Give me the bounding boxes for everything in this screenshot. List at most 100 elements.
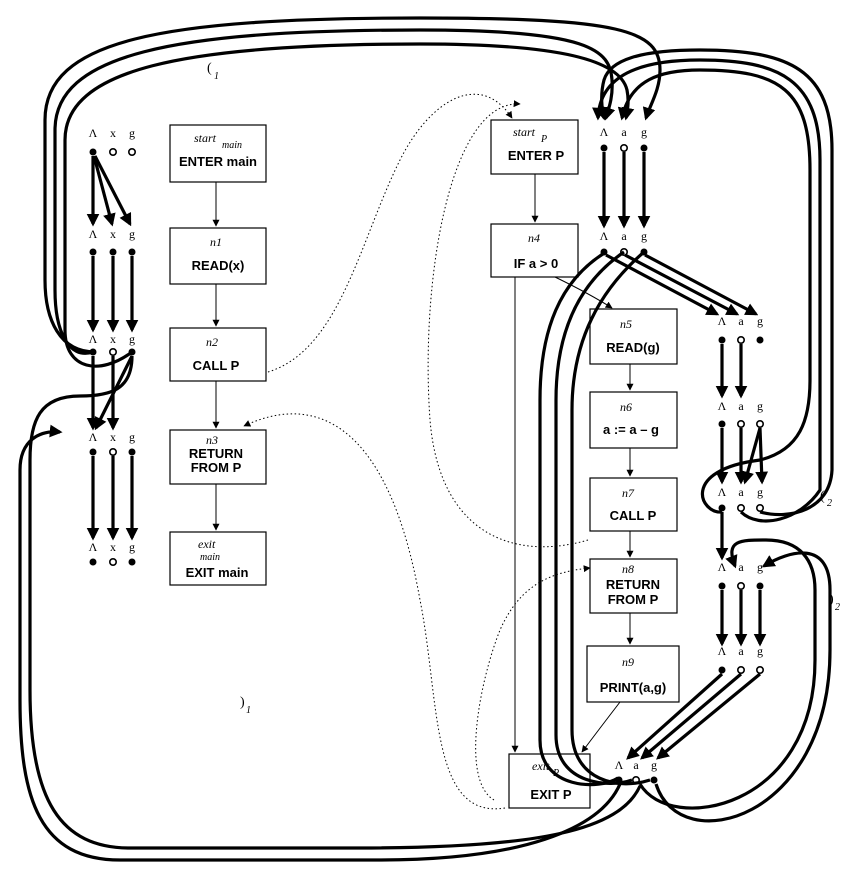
- node-n6: n6 a := a – g: [589, 391, 678, 449]
- g-label: g: [129, 126, 135, 140]
- g-label: g: [757, 644, 763, 658]
- node-start-p: start P ENTER P: [490, 119, 579, 175]
- x-label: x: [110, 540, 116, 554]
- start-p-sub: P: [540, 134, 547, 145]
- n6-label: a := a – g: [603, 422, 659, 437]
- lambda-label: Λ: [89, 540, 98, 554]
- node-start-main: start main ENTER main: [169, 124, 267, 183]
- n1-label: READ(x): [192, 258, 245, 273]
- lambda-label: Λ: [600, 229, 609, 243]
- node-exit-main: exit main EXIT main: [169, 531, 267, 586]
- node-n4: n4 IF a > 0: [490, 223, 579, 278]
- open-paren-2: (: [820, 489, 825, 504]
- start-main-sub: main: [222, 140, 242, 151]
- start-p-label: ENTER P: [508, 148, 565, 163]
- a-label: a: [738, 560, 744, 574]
- fact-row-n6: Λ a g: [718, 399, 764, 428]
- fact-row-exit-p: Λ a g: [615, 758, 658, 784]
- start-main-id: start: [194, 131, 217, 145]
- node-n1: n1 READ(x): [169, 227, 267, 285]
- g-label: g: [129, 332, 135, 346]
- fact-row-n7: Λ a g: [718, 485, 764, 512]
- n2-label: CALL P: [193, 358, 240, 373]
- return-edge-exit-p-n8: [475, 565, 591, 801]
- a-label: a: [621, 229, 627, 243]
- close-paren-2-sub: 2: [835, 602, 840, 613]
- g-label: g: [757, 399, 763, 413]
- node-n3: n3 RETURN FROM P: [169, 429, 267, 485]
- fact-row-n3: Λ x g: [89, 430, 136, 456]
- n6-id: n6: [620, 400, 632, 414]
- open-paren-1-sub: 1: [214, 71, 219, 82]
- fact-row-n1: Λ x g: [89, 227, 136, 256]
- g-label: g: [129, 430, 135, 444]
- lambda-label: Λ: [89, 227, 98, 241]
- n2-id: n2: [206, 335, 218, 349]
- lambda-label: Λ: [718, 314, 727, 328]
- a-label: a: [621, 125, 627, 139]
- exit-main-id: exit: [198, 537, 216, 551]
- p-fact-rows: Λ a g Λ a g Λ a g Λ a g Λ a g: [600, 125, 764, 784]
- close-paren-1-sub: 1: [246, 705, 251, 716]
- lambda-label: Λ: [718, 560, 727, 574]
- x-label: x: [110, 332, 116, 346]
- n3-label-line1: RETURN: [189, 446, 243, 461]
- lambda-label: Λ: [718, 399, 727, 413]
- n7-id: n7: [622, 486, 635, 500]
- a-label: a: [738, 314, 744, 328]
- g-label: g: [129, 227, 135, 241]
- close-paren-1: ): [240, 695, 245, 710]
- g-label: g: [641, 229, 647, 243]
- node-n9: n9 PRINT(a,g): [586, 645, 680, 703]
- interprocedural-edges: [243, 93, 591, 810]
- n1-id: n1: [210, 235, 222, 249]
- lambda-label: Λ: [89, 430, 98, 444]
- lambda-label: Λ: [600, 125, 609, 139]
- n4-id: n4: [528, 231, 540, 245]
- fact-row-start-main: Λ x g: [89, 126, 137, 157]
- open-paren-2-sub: 2: [827, 498, 832, 509]
- exit-p-label: EXIT P: [530, 787, 572, 802]
- p-control-flow: [511, 174, 634, 753]
- n7-label: CALL P: [610, 508, 657, 523]
- n9-id: n9: [622, 655, 634, 669]
- g-label: g: [651, 758, 657, 772]
- exit-main-sub: main: [200, 552, 220, 563]
- g-label: g: [757, 314, 763, 328]
- lambda-label: Λ: [718, 644, 727, 658]
- n9-label: PRINT(a,g): [600, 680, 666, 695]
- lambda-label: Λ: [89, 332, 98, 346]
- g-label: g: [757, 560, 763, 574]
- node-n2: n2 CALL P: [169, 327, 267, 382]
- fact-row-exit-main: Λ x g: [89, 540, 136, 566]
- summary-loops: [18, 16, 834, 862]
- fact-row-n9: Λ a g: [718, 644, 764, 674]
- g-label: g: [129, 540, 135, 554]
- a-label: a: [738, 399, 744, 413]
- a-label: a: [633, 758, 639, 772]
- n8-label-line2: FROM P: [608, 592, 659, 607]
- g-label: g: [641, 125, 647, 139]
- fact-row-n8: Λ a g: [718, 560, 764, 590]
- fact-row-n2: Λ x g: [89, 332, 136, 356]
- node-n8: n8 RETURN FROM P: [589, 558, 678, 614]
- p-exploded-edges: [597, 152, 769, 760]
- x-label: x: [110, 227, 116, 241]
- node-n5: n5 READ(g): [589, 308, 678, 365]
- call-site-labels: ( 1 ) 1 ( 2 ) 2: [207, 61, 840, 716]
- a-label: a: [738, 485, 744, 499]
- exit-main-label: EXIT main: [186, 565, 249, 580]
- node-n7: n7 CALL P: [589, 477, 678, 532]
- main-exploded-edges: [86, 155, 139, 541]
- edge-n9-exit-p: [581, 701, 621, 753]
- fact-row-n5: Λ a g: [718, 314, 764, 344]
- open-paren-1: (: [207, 61, 212, 76]
- start-main-label: ENTER main: [179, 154, 257, 169]
- lambda-label: Λ: [89, 126, 98, 140]
- lambda-label: Λ: [615, 758, 624, 772]
- n4-label: IF a > 0: [514, 256, 558, 271]
- edge-n4-n5: [554, 276, 613, 309]
- node-exit-p: exit P EXIT P: [508, 753, 591, 809]
